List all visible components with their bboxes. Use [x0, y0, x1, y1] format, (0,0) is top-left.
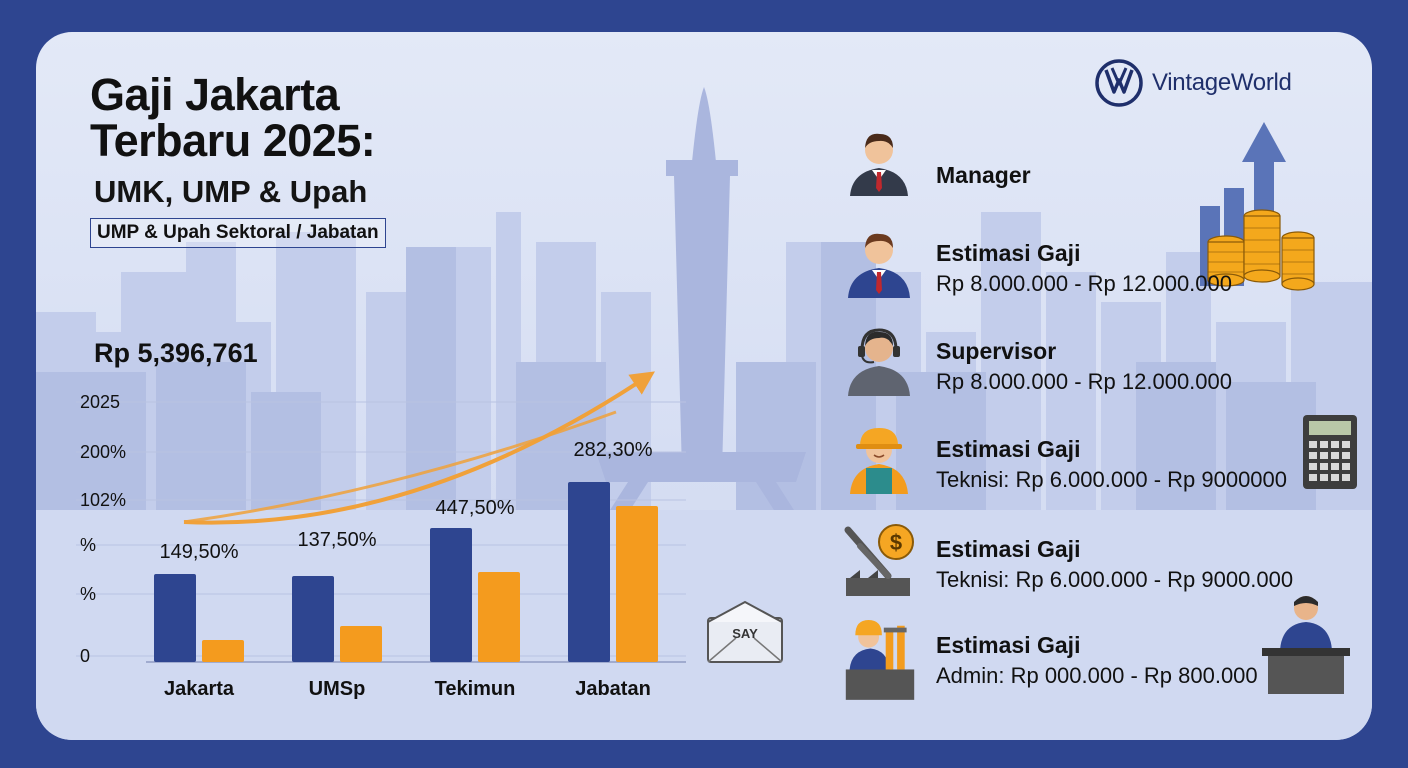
- bar: [478, 572, 520, 662]
- x-tick-label: Jabatan: [575, 678, 651, 700]
- y-tick-label: 200%: [80, 442, 126, 462]
- job-salary: Rp 8.000.000 - Rp 12.000.000: [936, 369, 1233, 394]
- data-label: 447,50%: [436, 497, 515, 519]
- job-head: Supervisor: [936, 338, 1057, 364]
- title-line-2: Terbaru 2025:: [90, 115, 376, 166]
- job-salary: Admin: Rp 000.000 - Rp 800.000: [936, 663, 1258, 688]
- worker-hardhat-icon: [850, 428, 908, 494]
- x-tick-label: Jakarta: [164, 678, 235, 700]
- boxed-label: UMP & Upah Sektoral / Jabatan: [90, 218, 386, 248]
- manager-icon: [848, 233, 910, 298]
- y-tick-label: 0: [80, 646, 90, 666]
- bar: [340, 626, 382, 662]
- job-head: Manager: [936, 162, 1031, 188]
- factory-worker-icon: [845, 620, 915, 700]
- bar: [292, 576, 334, 662]
- manager-icon: [850, 133, 908, 196]
- job-head: Estimasi Gaji: [936, 632, 1081, 658]
- coins-growth-icon: [1200, 122, 1315, 291]
- job-head: Estimasi Gaji: [936, 436, 1081, 462]
- bar: [154, 574, 196, 662]
- big-value: Rp 5,396,761: [94, 338, 258, 368]
- salary-bar-chart: 2025 200% 102%%% 0 Jakarta UMSp Tekimun Jabata…: [76, 371, 686, 700]
- infographic-card: Gaji Jakarta Terbaru 2025: UMK, UMP & Up…: [36, 32, 1372, 740]
- y-tick-label: 2025: [80, 392, 120, 412]
- brand-logo: VintageWorld: [1094, 58, 1292, 108]
- y-tick-label: 102%: [80, 490, 126, 510]
- svg-text:$: $: [890, 530, 902, 555]
- x-tick-label: Tekimun: [435, 678, 516, 700]
- brand-name: VintageWorld: [1152, 69, 1292, 96]
- envelope-icon: SAY: [707, 600, 783, 663]
- title-line-1: Gaji Jakarta: [90, 69, 340, 120]
- envelope-label: SAY: [732, 626, 758, 641]
- job-head: Estimasi Gaji: [936, 536, 1081, 562]
- bar: [616, 506, 658, 662]
- job-salary: Rp 8.000.000 - Rp 12.000.000: [936, 271, 1233, 296]
- job-salary: Teknisi: Rp 6.000.000 - Rp 9000000: [936, 467, 1288, 492]
- bar: [430, 528, 472, 662]
- job-head: Estimasi Gaji: [936, 240, 1081, 266]
- data-label: 137,50%: [298, 529, 377, 551]
- desk-person-icon: [1262, 596, 1350, 694]
- y-tick-label: %: [80, 584, 96, 604]
- y-tick-label: %: [80, 535, 96, 555]
- data-label: 282,30%: [574, 439, 653, 461]
- page-title: Gaji Jakarta Terbaru 2025:: [90, 69, 376, 166]
- wrench-coin-icon: $: [844, 524, 914, 596]
- trend-arrow-lower: [183, 410, 617, 524]
- headset-agent-icon: [848, 328, 910, 396]
- x-tick-label: UMSp: [309, 678, 366, 700]
- trend-arrow: [183, 371, 655, 525]
- page-subtitle: UMK, UMP & Upah: [94, 174, 368, 209]
- data-label: 149,50%: [160, 541, 239, 563]
- vw-logo-icon: [1095, 59, 1143, 107]
- calculator-icon: [1303, 415, 1357, 489]
- bar: [568, 482, 610, 662]
- bar: [202, 640, 244, 662]
- job-salary: Teknisi: Rp 6.000.000 - Rp 9000.000: [936, 567, 1294, 592]
